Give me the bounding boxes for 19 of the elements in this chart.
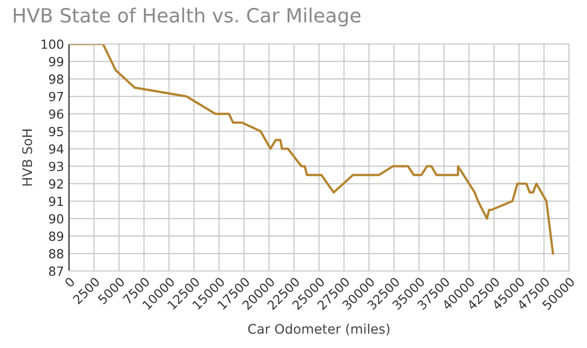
y-tick-label: 90 bbox=[49, 214, 64, 224]
y-tick-label: 89 bbox=[49, 232, 64, 242]
y-axis-title: HVB SoH bbox=[22, 130, 32, 186]
y-tick-label: 87 bbox=[49, 266, 64, 276]
y-tick-label: 92 bbox=[49, 179, 63, 189]
x-tick-label: 0 bbox=[64, 276, 76, 288]
y-tick-label: 88 bbox=[49, 249, 64, 258]
line-series bbox=[69, 44, 554, 255]
y-tick-label: 94 bbox=[49, 144, 64, 154]
chart-title: HVB State of Health vs. Car Mileage bbox=[14, 8, 360, 26]
y-tick-label: 100 bbox=[42, 39, 64, 49]
y-tick-label: 91 bbox=[49, 196, 63, 206]
y-tick-label: 99 bbox=[49, 56, 64, 66]
y-tick-label: 97 bbox=[49, 92, 64, 102]
y-tick-label: 98 bbox=[49, 74, 64, 84]
y-tick-label: 95 bbox=[49, 126, 64, 136]
y-tick-label: 93 bbox=[49, 162, 64, 172]
x-axis-title: Car Odometer (miles) bbox=[248, 324, 390, 336]
y-tick-label: 96 bbox=[49, 109, 64, 119]
